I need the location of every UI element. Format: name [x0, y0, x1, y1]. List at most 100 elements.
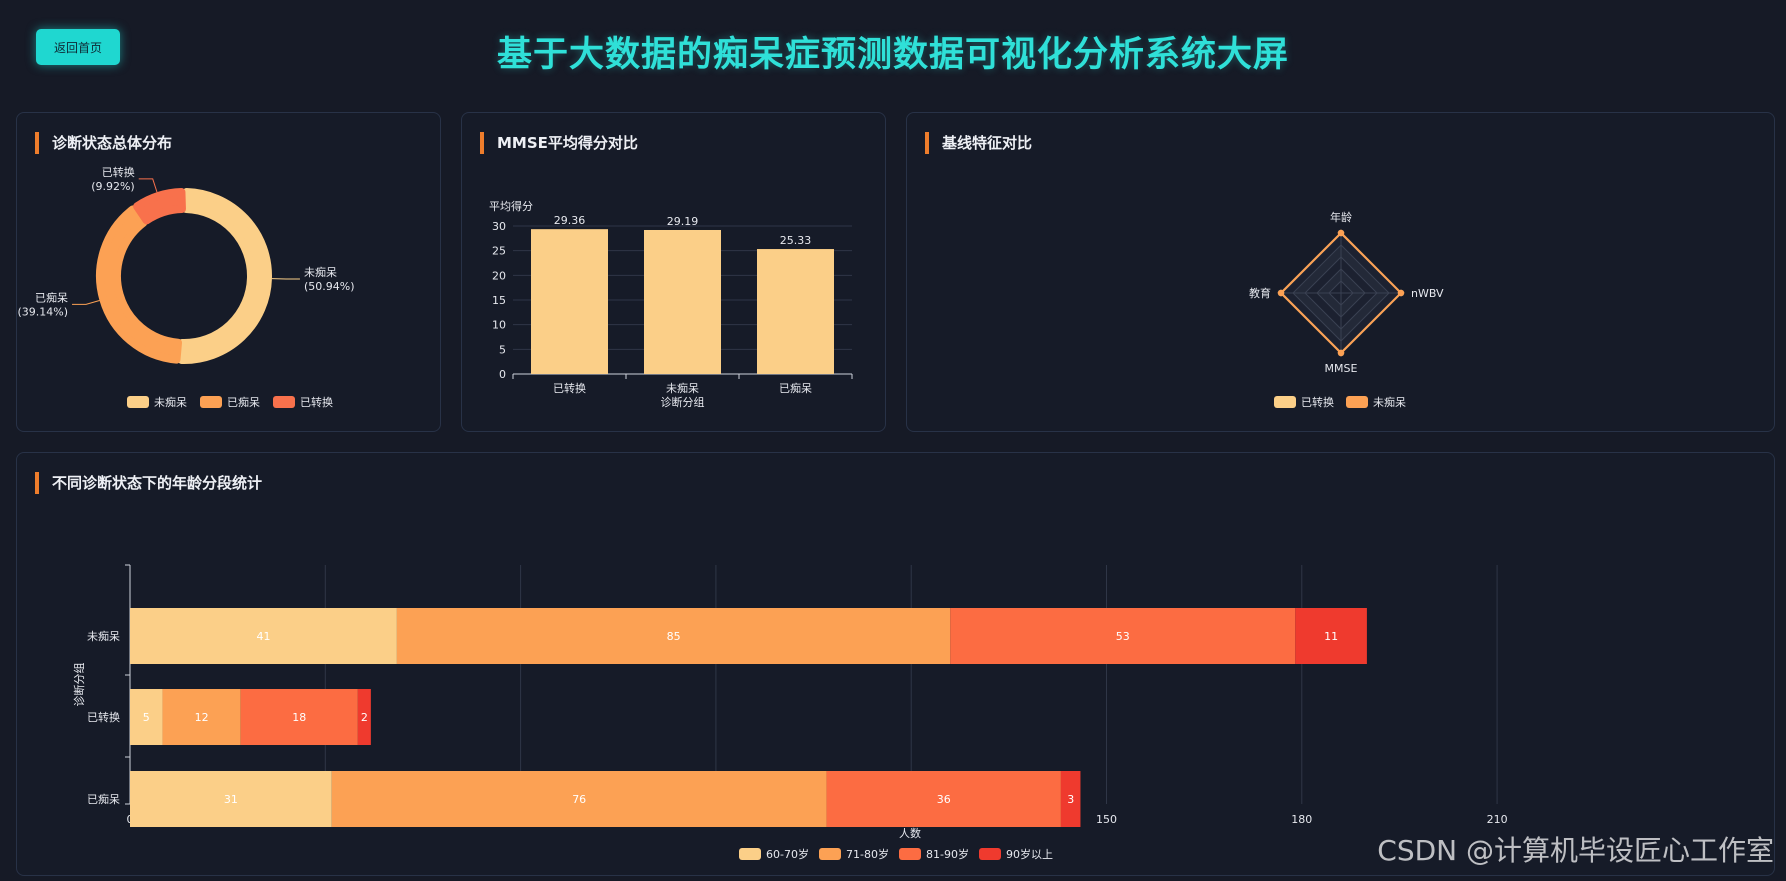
- bar-segment[interactable]: [1060, 771, 1081, 827]
- bar[interactable]: [644, 229, 721, 374]
- bar-value-label: 41: [256, 630, 270, 643]
- legend-label[interactable]: 未痴呆: [1373, 395, 1406, 409]
- legend-swatch: [819, 848, 841, 860]
- mmse-bar-chart[interactable]: 0 5 10 15 20 25 30 平均得分 29.36 已转换 29.19 未痴呆 25.33 已痴呆…: [462, 113, 887, 433]
- y-tick-label: 15: [492, 294, 506, 307]
- pie-label-percent: (9.92%): [91, 180, 135, 193]
- radar-indicator-label: 教育: [1249, 286, 1271, 300]
- pie-slice[interactable]: [133, 188, 186, 225]
- pie-label-name: 未痴呆: [304, 265, 337, 279]
- y-tick-label: 30: [492, 220, 506, 233]
- legend-swatch: [739, 848, 761, 860]
- bar-value-label: 53: [1116, 630, 1130, 643]
- x-tick-label: 180: [1291, 813, 1312, 826]
- bar-value-label: 36: [937, 793, 951, 806]
- bar-segment[interactable]: [826, 771, 1061, 827]
- y-tick-label: 已转换: [87, 710, 120, 724]
- bar-value-label: 25.33: [780, 234, 812, 247]
- bar-segment[interactable]: [130, 608, 397, 664]
- legend-label[interactable]: 未痴呆: [154, 395, 187, 409]
- x-tick-label: 未痴呆: [666, 381, 699, 395]
- legend-label[interactable]: 已转换: [300, 395, 333, 409]
- pie-leader-line: [138, 178, 158, 193]
- radar-indicator-label: MMSE: [1325, 362, 1358, 375]
- age-group-panel: 不同诊断状态下的年龄分段统计 0306090120150180210未痴呆418…: [16, 452, 1775, 876]
- panel-title: 基线特征对比: [925, 132, 1032, 154]
- y-axis-label: 平均得分: [489, 200, 533, 213]
- bar-value-label: 3: [1067, 793, 1074, 806]
- bar-segment[interactable]: [1295, 608, 1367, 664]
- bar-segment[interactable]: [130, 771, 332, 827]
- y-tick-label: 25: [492, 245, 506, 258]
- legend-swatch: [899, 848, 921, 860]
- back-home-button[interactable]: 返回首页: [36, 29, 120, 65]
- bar-value-label: 12: [195, 711, 209, 724]
- pie-slice[interactable]: [96, 205, 183, 364]
- y-tick-label: 未痴呆: [87, 629, 120, 643]
- page-title: 基于大数据的痴呆症预测数据可视化分析系统大屏: [496, 35, 1289, 75]
- x-axis-label: 诊断分组: [661, 395, 705, 409]
- legend-swatch: [1274, 396, 1296, 408]
- bar-value-label: 18: [292, 711, 306, 724]
- bar-segment[interactable]: [240, 689, 358, 745]
- radar-point: [1397, 289, 1405, 297]
- bar-value-label: 2: [361, 711, 368, 724]
- bar[interactable]: [757, 249, 834, 374]
- y-tick-label: 已痴呆: [87, 792, 120, 806]
- status-distribution-panel: 诊断状态总体分布 未痴呆 (50.94%) 已痴呆 (39.14%) 已转换 (9.92%…: [16, 112, 441, 432]
- x-tick-label: 150: [1096, 813, 1117, 826]
- legend-swatch: [273, 396, 295, 408]
- x-tick-label: 已痴呆: [779, 381, 812, 395]
- radar-indicator-label: nWBV: [1411, 287, 1444, 300]
- y-tick-label: 20: [492, 269, 506, 282]
- radar-point: [1337, 349, 1345, 357]
- radar-point: [1277, 289, 1285, 297]
- legend-label[interactable]: 90岁以上: [1006, 847, 1053, 861]
- radar-point: [1337, 229, 1345, 237]
- pie-label-name: 已痴呆: [35, 290, 68, 304]
- x-tick-label: 210: [1487, 813, 1508, 826]
- pie-label-percent: (39.14%): [18, 305, 69, 318]
- bar-value-label: 85: [667, 630, 681, 643]
- legend-label[interactable]: 71-80岁: [846, 847, 889, 861]
- panel-title: 诊断状态总体分布: [35, 132, 172, 154]
- bar-segment[interactable]: [950, 608, 1296, 664]
- bar-value-label: 29.36: [554, 214, 586, 227]
- legend-label[interactable]: 已转换: [1301, 395, 1334, 409]
- y-axis-label: 诊断分组: [72, 663, 86, 707]
- legend-swatch: [1346, 396, 1368, 408]
- legend-label[interactable]: 81-90岁: [926, 847, 969, 861]
- x-axis-label: 人数: [899, 827, 921, 840]
- bar-value-label: 31: [224, 793, 238, 806]
- x-tick-label: 已转换: [553, 381, 586, 395]
- bar-value-label: 76: [572, 793, 586, 806]
- bar-segment[interactable]: [162, 689, 241, 745]
- legend-label[interactable]: 已痴呆: [227, 395, 260, 409]
- bar-value-label: 5: [143, 711, 150, 724]
- bar-value-label: 29.19: [667, 215, 699, 228]
- legend-swatch: [127, 396, 149, 408]
- age-stacked-bar-chart[interactable]: 0306090120150180210未痴呆41855311已转换512182已…: [17, 453, 1776, 877]
- bar[interactable]: [531, 229, 608, 374]
- mmse-score-panel: MMSE平均得分对比 0 5 10 15 20 25 30 平均得分 29.36 已转换 29.19…: [461, 112, 886, 432]
- panel-title: 不同诊断状态下的年龄分段统计: [35, 472, 262, 494]
- panel-title: MMSE平均得分对比: [480, 132, 638, 154]
- pie-label-percent: (50.94%): [304, 280, 355, 293]
- legend-label[interactable]: 60-70岁: [766, 847, 809, 861]
- bar-segment[interactable]: [331, 771, 827, 827]
- legend-swatch: [200, 396, 222, 408]
- bar-segment[interactable]: [130, 689, 163, 745]
- status-donut-chart[interactable]: 未痴呆(50.94%)已痴呆(39.14%)已转换(9.92%)未痴呆 已痴呆 已转…: [17, 113, 442, 433]
- pie-leader-line: [72, 300, 100, 305]
- baseline-radar-panel: 基线特征对比 年龄 nWBV MMSE 教育已转换 未痴呆: [906, 112, 1775, 432]
- bar-segment[interactable]: [357, 689, 371, 745]
- bar-segment[interactable]: [396, 608, 951, 664]
- y-tick-label: 0: [499, 368, 506, 381]
- radar-indicator-label: 年龄: [1330, 210, 1352, 224]
- y-tick-label: 10: [492, 319, 506, 332]
- pie-slice[interactable]: [177, 188, 273, 364]
- pie-label-name: 已转换: [102, 165, 135, 179]
- bar-value-label: 11: [1324, 630, 1338, 643]
- watermark: CSDN @计算机毕设匠心工作室: [1377, 834, 1774, 867]
